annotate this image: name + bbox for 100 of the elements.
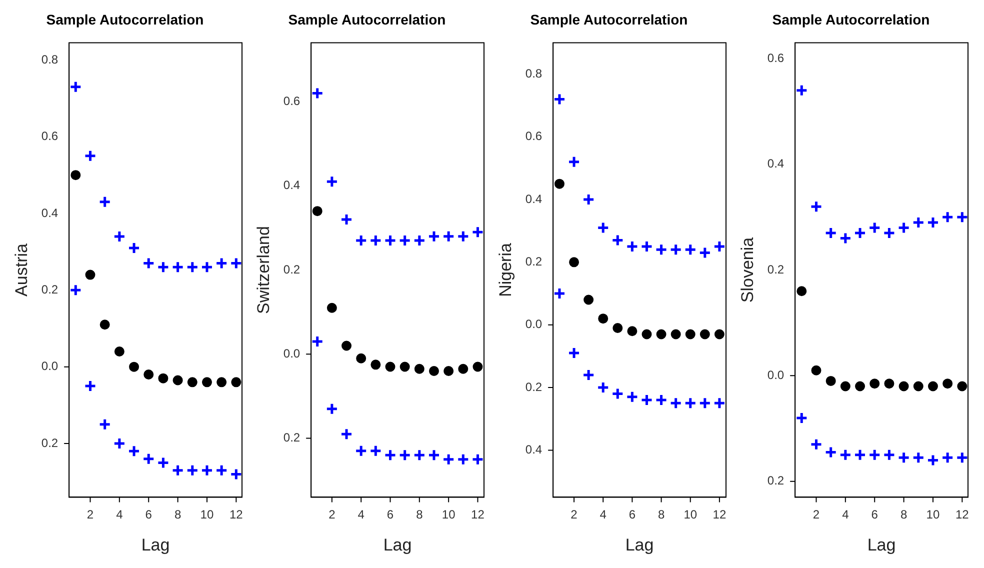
point — [611, 234, 624, 246]
point — [584, 294, 594, 305]
point — [670, 329, 681, 340]
point — [598, 314, 608, 324]
y-axis-title: Nigeria — [496, 242, 515, 297]
point — [568, 156, 580, 168]
y-tick-label: 0.2 — [41, 436, 58, 450]
point — [612, 322, 623, 333]
point — [642, 329, 652, 340]
point — [156, 456, 170, 469]
point — [698, 396, 712, 410]
point — [942, 378, 953, 389]
point — [458, 364, 468, 374]
x-tick-label: 8 — [658, 508, 665, 522]
chart-title: Sample Autocorrelation — [772, 11, 930, 28]
point — [868, 221, 881, 234]
point — [854, 448, 866, 462]
point — [202, 377, 212, 388]
y-tick-label: 0.2 — [525, 380, 542, 394]
point — [640, 394, 653, 406]
y-tick-label: 0.2 — [283, 262, 300, 276]
point — [144, 369, 154, 380]
point — [200, 464, 214, 477]
x-tick-label: 2 — [328, 508, 336, 522]
point — [442, 453, 455, 466]
point — [912, 216, 925, 229]
y-tick-label: 0.0 — [283, 346, 300, 360]
point — [795, 412, 808, 424]
point — [824, 446, 838, 459]
point — [172, 375, 183, 386]
point — [129, 362, 140, 372]
x-tick-label: 6 — [145, 508, 152, 522]
x-tick-label: 12 — [712, 508, 726, 522]
point — [70, 170, 81, 180]
x-tick-label: 10 — [684, 508, 698, 522]
x-tick-label: 12 — [955, 508, 970, 522]
x-axis-title: Lag — [383, 535, 412, 554]
point — [444, 366, 454, 376]
point — [471, 226, 484, 238]
point — [810, 438, 822, 451]
point — [428, 448, 440, 462]
point — [870, 378, 880, 389]
point — [398, 448, 412, 462]
y-tick-label: 0.4 — [525, 442, 542, 457]
point — [670, 396, 682, 410]
point — [472, 362, 483, 372]
point — [69, 284, 82, 296]
point — [840, 381, 850, 392]
point — [369, 444, 382, 458]
x-tick-label: 10 — [200, 508, 214, 522]
point — [456, 230, 470, 243]
point — [626, 240, 638, 253]
point — [85, 270, 96, 280]
point — [656, 329, 666, 340]
point — [98, 196, 112, 208]
point — [414, 364, 424, 374]
point — [400, 362, 410, 372]
point — [811, 365, 822, 376]
x-tick-label: 10 — [442, 508, 456, 522]
y-tick-label: 0.8 — [41, 52, 58, 66]
point — [554, 178, 564, 189]
y-tick-label: 0.2 — [283, 430, 300, 445]
point — [172, 260, 184, 274]
point — [354, 444, 368, 458]
y-tick-label: 0.6 — [283, 94, 300, 108]
point — [553, 287, 566, 300]
point — [898, 381, 909, 392]
point — [428, 366, 439, 376]
point — [342, 340, 352, 351]
point — [626, 390, 638, 404]
y-tick-label: 0.4 — [525, 192, 542, 206]
x-tick-label: 10 — [926, 508, 940, 522]
point — [839, 232, 852, 245]
point — [884, 378, 894, 389]
point — [370, 360, 381, 370]
y-axis-title: Austria — [12, 243, 31, 296]
point — [356, 353, 366, 364]
x-tick-label: 8 — [416, 508, 424, 522]
x-tick-label: 12 — [229, 508, 244, 522]
point — [158, 373, 168, 384]
point — [596, 221, 610, 234]
y-tick-label: 0.2 — [767, 474, 784, 488]
point — [670, 243, 682, 256]
point — [384, 234, 396, 247]
point — [941, 210, 954, 224]
point — [442, 230, 455, 243]
y-tick-label: 0.6 — [41, 129, 58, 144]
chart-title: Sample Autocorrelation — [288, 11, 446, 28]
point — [826, 376, 836, 386]
point — [215, 464, 228, 477]
point — [839, 448, 852, 462]
point — [714, 329, 724, 340]
point — [926, 454, 940, 466]
point — [926, 216, 940, 229]
x-axis-title: Lag — [867, 535, 896, 554]
x-tick-label: 6 — [871, 508, 878, 522]
x-tick-label: 2 — [570, 508, 578, 522]
point — [340, 213, 353, 226]
point — [898, 221, 910, 234]
x-tick-label: 4 — [116, 508, 124, 522]
